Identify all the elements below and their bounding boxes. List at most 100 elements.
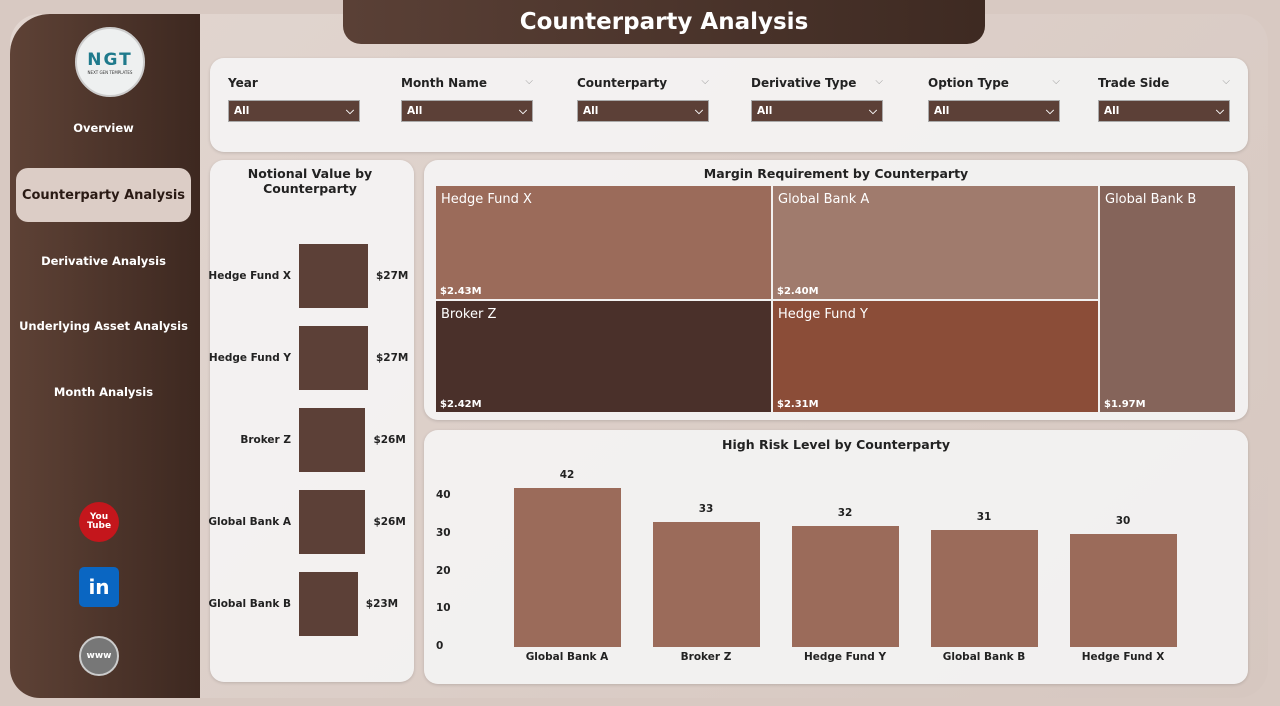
chevron-down-icon: ⌵: [346, 104, 354, 117]
risk-bar[interactable]: [792, 526, 899, 647]
bar-value-label: 42: [559, 469, 575, 482]
notional-bar[interactable]: [299, 572, 358, 636]
nav-overview[interactable]: Overview: [73, 121, 134, 135]
filter-label: Year: [228, 76, 360, 94]
youtube-icon[interactable]: You Tube: [79, 502, 119, 542]
bar-value-label: $26M: [373, 434, 406, 446]
x-axis-label: Hedge Fund X: [1081, 651, 1165, 663]
filter-option-type: Option Type ⌵ All ⌵: [928, 76, 1060, 122]
chevron-down-icon: ⌵: [869, 104, 877, 117]
notional-bar[interactable]: [299, 326, 368, 390]
x-axis-label: Global Bank A: [525, 651, 609, 663]
nav-month-analysis[interactable]: Month Analysis: [53, 385, 154, 399]
filter-label-text: Year: [228, 76, 258, 90]
filter-label: Derivative Type ⌵: [751, 76, 883, 94]
risk-chart-title: High Risk Level by Counterparty: [722, 437, 950, 452]
treemap-cell[interactable]: Hedge Fund X $2.43M: [436, 186, 771, 299]
page-title: Counterparty Analysis: [343, 0, 985, 44]
filter-month-name: Month Name ⌵ All ⌵: [401, 76, 533, 122]
filter-dropdown[interactable]: All ⌵: [1098, 100, 1230, 122]
filter-dropdown[interactable]: All ⌵: [928, 100, 1060, 122]
bar-value-label: 33: [698, 503, 714, 516]
notional-card: Notional Value by Counterparty Hedge Fun…: [208, 160, 414, 682]
y-axis-tick: 40: [436, 489, 451, 501]
filter-dropdown[interactable]: All ⌵: [751, 100, 883, 122]
notional-bar[interactable]: [299, 244, 368, 308]
filter-year: Year All ⌵: [228, 76, 360, 122]
bar-value-label: 32: [837, 507, 853, 520]
y-axis-tick: 10: [436, 602, 451, 615]
treemap-cell-value: $2.43M: [440, 286, 482, 297]
dropdown-value: All: [234, 105, 250, 117]
bar-value-label: 31: [976, 510, 992, 523]
filter-label-text: Option Type: [928, 76, 1009, 90]
bar-category-label: Global Bank B: [208, 598, 292, 610]
risk-bar[interactable]: [1070, 533, 1177, 647]
sidebar: NGT NEXT GEN TEMPLATES: [10, 14, 200, 698]
chevron-down-icon[interactable]: ⌵: [525, 76, 533, 87]
logo-subtext: NEXT GEN TEMPLATES: [87, 69, 133, 75]
bar-category-label: Global Bank A: [208, 516, 291, 528]
y-axis-tick: 0: [436, 640, 444, 652]
treemap-cell-value: $1.97M: [1104, 399, 1146, 410]
bar-category-label: Broker Z: [240, 434, 291, 446]
nav-underlying-asset-analysis[interactable]: Underlying Asset Analysis: [19, 319, 188, 333]
linkedin-icon[interactable]: in: [79, 567, 119, 607]
margin-chart-title: Margin Requirement by Counterparty: [703, 166, 969, 181]
filter-dropdown[interactable]: All ⌵: [401, 100, 533, 122]
risk-bar[interactable]: [931, 529, 1038, 647]
filter-label-text: Counterparty: [577, 76, 668, 90]
chevron-down-icon[interactable]: ⌵: [1052, 76, 1060, 87]
treemap-cell[interactable]: Global Bank A $2.40M: [773, 186, 1098, 299]
bar-value-label: 30: [1115, 514, 1131, 527]
bar-category-label: Hedge Fund Y: [208, 352, 291, 364]
logo-text: NGT: [87, 49, 133, 70]
notional-chart-title: Notional Value by Counterparty: [247, 166, 373, 196]
chevron-down-icon[interactable]: ⌵: [701, 76, 709, 87]
y-axis-tick: 20: [436, 564, 451, 577]
treemap-cell[interactable]: Broker Z $2.42M: [436, 301, 771, 412]
treemap-cell-value: $2.31M: [777, 399, 819, 410]
treemap-cell[interactable]: Global Bank B $1.97M: [1100, 186, 1235, 412]
treemap-cell-value: $2.40M: [777, 286, 819, 297]
bar-value-label: $23M: [365, 598, 399, 610]
bar-value-label: $27M: [376, 352, 409, 364]
dropdown-value: All: [757, 105, 773, 117]
filter-derivative-type: Derivative Type ⌵ All ⌵: [751, 76, 883, 122]
x-axis-label: Broker Z: [680, 651, 732, 663]
treemap-cell-label: Hedge Fund X: [441, 192, 532, 207]
filter-dropdown[interactable]: All ⌵: [577, 100, 709, 122]
notional-bar[interactable]: [299, 490, 366, 554]
logo: NGT NEXT GEN TEMPLATES: [75, 27, 145, 97]
filter-label-text: Month Name: [401, 76, 487, 90]
risk-bar[interactable]: [653, 522, 760, 647]
chevron-down-icon[interactable]: ⌵: [875, 76, 883, 87]
treemap-cell-label: Global Bank B: [1105, 192, 1197, 207]
filter-trade-side: Trade Side ⌵ All ⌵: [1098, 76, 1230, 122]
treemap-cell-value: $2.42M: [440, 399, 482, 410]
x-axis-label: Hedge Fund Y: [803, 651, 887, 663]
filter-label: Month Name ⌵: [401, 76, 533, 94]
chevron-down-icon[interactable]: ⌵: [1222, 76, 1230, 87]
nav-counterparty-analysis[interactable]: Counterparty Analysis: [16, 168, 191, 222]
x-axis-label: Global Bank B: [942, 651, 1026, 663]
chevron-down-icon: ⌵: [519, 104, 527, 117]
filter-label: Trade Side ⌵: [1098, 76, 1230, 94]
filter-dropdown[interactable]: All ⌵: [228, 100, 360, 122]
nav-derivative-analysis[interactable]: Derivative Analysis: [41, 254, 166, 268]
filter-panel: Year All ⌵ Month Name ⌵ All ⌵ Counterparty ⌵ All ⌵…: [210, 58, 1248, 152]
treemap-cell[interactable]: Hedge Fund Y $2.31M: [773, 301, 1098, 412]
bar-value-label: $27M: [376, 270, 409, 282]
filter-label: Option Type ⌵: [928, 76, 1060, 94]
treemap-cell-label: Hedge Fund Y: [778, 307, 868, 322]
dropdown-value: All: [583, 105, 599, 117]
risk-bar[interactable]: [514, 488, 621, 647]
notional-bar[interactable]: [299, 408, 366, 472]
globe-icon[interactable]: www: [79, 636, 119, 676]
dropdown-value: All: [934, 105, 950, 117]
filter-label: Counterparty ⌵: [577, 76, 709, 94]
chevron-down-icon: ⌵: [1216, 104, 1224, 117]
filter-label-text: Trade Side: [1098, 76, 1170, 90]
filter-label-text: Derivative Type: [751, 76, 857, 90]
treemap-cell-label: Broker Z: [441, 307, 497, 322]
